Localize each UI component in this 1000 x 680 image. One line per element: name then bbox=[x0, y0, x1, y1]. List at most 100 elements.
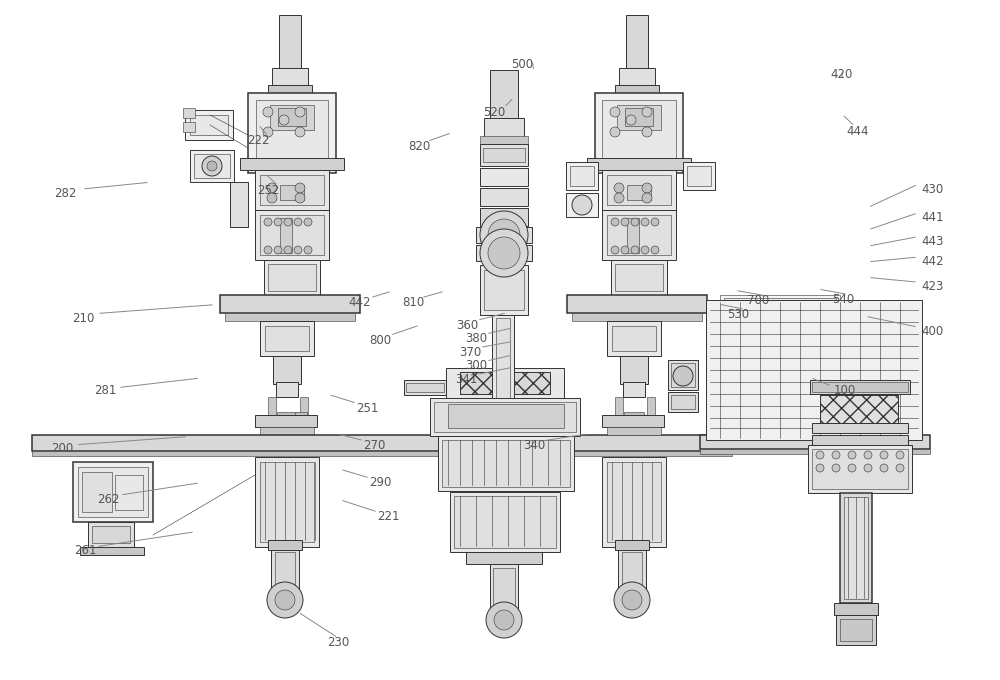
Bar bbox=[496, 318, 510, 428]
Bar bbox=[92, 526, 130, 543]
Text: 820: 820 bbox=[408, 139, 430, 153]
Circle shape bbox=[480, 211, 528, 259]
Bar bbox=[587, 158, 691, 170]
Bar bbox=[183, 108, 195, 118]
Bar bbox=[720, 295, 840, 375]
Bar bbox=[840, 619, 872, 641]
Bar bbox=[706, 300, 922, 440]
Circle shape bbox=[494, 610, 514, 630]
Circle shape bbox=[673, 366, 693, 386]
Bar bbox=[32, 451, 732, 456]
Circle shape bbox=[274, 246, 282, 254]
Bar bbox=[255, 170, 329, 210]
Bar bbox=[446, 368, 564, 398]
Circle shape bbox=[832, 451, 840, 459]
Circle shape bbox=[641, 218, 649, 226]
Bar bbox=[268, 540, 302, 550]
Circle shape bbox=[572, 195, 592, 215]
Circle shape bbox=[295, 183, 305, 193]
Text: 443: 443 bbox=[922, 235, 944, 248]
Circle shape bbox=[848, 451, 856, 459]
Bar bbox=[671, 395, 695, 409]
Bar bbox=[32, 435, 732, 451]
Bar bbox=[700, 435, 930, 449]
Circle shape bbox=[864, 451, 872, 459]
Circle shape bbox=[651, 246, 659, 254]
Text: 262: 262 bbox=[97, 493, 119, 507]
Circle shape bbox=[263, 107, 273, 117]
Bar bbox=[225, 313, 355, 321]
Circle shape bbox=[642, 193, 652, 203]
Bar bbox=[700, 449, 930, 454]
Bar bbox=[480, 168, 528, 186]
Bar bbox=[454, 496, 556, 548]
Bar bbox=[264, 260, 320, 295]
Text: 370: 370 bbox=[459, 345, 481, 359]
Text: 300: 300 bbox=[465, 359, 487, 373]
Text: 282: 282 bbox=[54, 187, 76, 201]
Bar bbox=[442, 440, 570, 487]
Text: 210: 210 bbox=[72, 311, 94, 325]
Bar bbox=[268, 264, 316, 291]
Bar bbox=[480, 265, 528, 315]
Bar bbox=[406, 383, 444, 392]
Bar bbox=[607, 175, 671, 205]
Bar bbox=[615, 85, 659, 93]
Text: 100: 100 bbox=[834, 384, 856, 398]
Circle shape bbox=[641, 246, 649, 254]
Bar bbox=[840, 493, 872, 603]
Bar bbox=[183, 122, 195, 132]
Bar bbox=[602, 457, 666, 547]
Circle shape bbox=[263, 127, 273, 137]
Text: 400: 400 bbox=[922, 325, 944, 339]
Bar bbox=[271, 547, 299, 592]
Bar bbox=[260, 175, 324, 205]
Circle shape bbox=[816, 464, 824, 472]
Circle shape bbox=[267, 183, 277, 193]
Text: 230: 230 bbox=[327, 636, 349, 649]
Circle shape bbox=[264, 218, 272, 226]
Bar bbox=[602, 100, 676, 165]
Bar bbox=[566, 162, 598, 190]
Bar bbox=[115, 475, 143, 510]
Circle shape bbox=[631, 218, 639, 226]
Text: 261: 261 bbox=[74, 544, 96, 558]
Bar bbox=[276, 382, 298, 397]
Bar bbox=[626, 15, 648, 70]
Circle shape bbox=[610, 107, 620, 117]
Circle shape bbox=[864, 464, 872, 472]
Circle shape bbox=[832, 464, 840, 472]
Bar bbox=[612, 326, 656, 351]
Circle shape bbox=[880, 451, 888, 459]
Text: 810: 810 bbox=[402, 296, 424, 309]
Bar bbox=[80, 547, 144, 555]
Bar bbox=[270, 105, 314, 130]
Bar bbox=[627, 185, 651, 200]
Bar bbox=[268, 85, 312, 93]
Circle shape bbox=[622, 590, 642, 610]
Text: 444: 444 bbox=[847, 124, 869, 138]
Circle shape bbox=[267, 193, 277, 203]
Circle shape bbox=[610, 127, 620, 137]
Text: 341: 341 bbox=[455, 373, 477, 386]
Circle shape bbox=[274, 218, 282, 226]
Bar bbox=[602, 210, 676, 260]
Circle shape bbox=[896, 464, 904, 472]
Text: 442: 442 bbox=[922, 255, 944, 269]
Bar bbox=[812, 449, 908, 489]
Bar bbox=[248, 93, 336, 173]
Circle shape bbox=[275, 590, 295, 610]
Text: 340: 340 bbox=[523, 439, 545, 452]
Bar bbox=[230, 182, 248, 227]
Circle shape bbox=[295, 107, 305, 117]
Circle shape bbox=[207, 161, 217, 171]
Bar bbox=[480, 208, 528, 226]
Circle shape bbox=[488, 219, 520, 251]
Bar bbox=[844, 497, 868, 599]
Circle shape bbox=[294, 218, 302, 226]
Bar bbox=[572, 313, 702, 321]
Circle shape bbox=[304, 246, 312, 254]
Bar bbox=[255, 457, 319, 547]
Bar bbox=[480, 188, 528, 206]
Circle shape bbox=[294, 246, 302, 254]
